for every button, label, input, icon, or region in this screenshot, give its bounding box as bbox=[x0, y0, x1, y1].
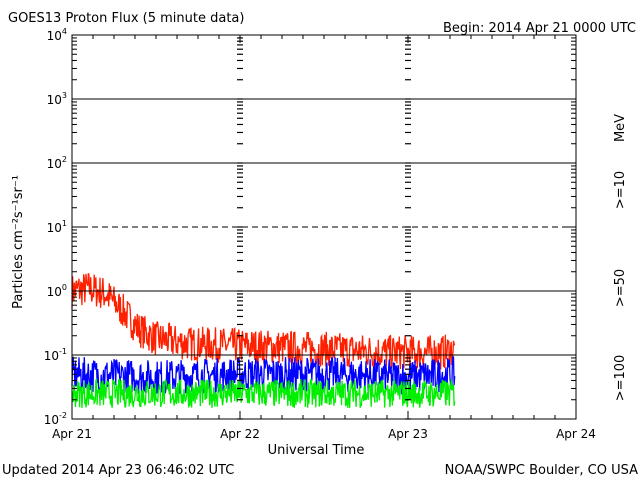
x-axis-label: Universal Time bbox=[268, 443, 365, 458]
plot-area: 10-2 10-1 100 101 102 103 104 Apr 21 Apr 22 Apr 2… bbox=[44, 27, 596, 441]
chart-title: GOES13 Proton Flux (5 minute data) bbox=[8, 11, 244, 26]
y-tick-label: 10-2 bbox=[44, 411, 67, 427]
x-tick-label: Apr 22 bbox=[220, 427, 260, 441]
y-tick-label: 10-1 bbox=[44, 347, 67, 363]
y-tick-label: 104 bbox=[47, 27, 67, 43]
plot-frame bbox=[71, 34, 577, 420]
legend-entry: >=10 bbox=[613, 171, 628, 209]
y-tick-label: 102 bbox=[47, 155, 67, 171]
series-line bbox=[71, 378, 456, 408]
series-line bbox=[71, 273, 456, 370]
y-axis-label: Particles cm⁻²s⁻¹sr⁻¹ bbox=[11, 175, 26, 309]
chart-subtitle: Begin: 2014 Apr 21 0000 UTC bbox=[443, 21, 636, 36]
footer-updated: Updated 2014 Apr 23 06:46:02 UTC bbox=[2, 463, 234, 478]
legend-entry: MeV bbox=[613, 114, 628, 142]
footer-credit: NOAA/SWPC Boulder, CO USA bbox=[445, 463, 638, 478]
y-tick-label: 101 bbox=[47, 219, 67, 235]
x-tick-label: Apr 24 bbox=[556, 427, 596, 441]
legend: >=10 >=50 >=100 MeV bbox=[613, 114, 628, 401]
y-tick-label: 100 bbox=[47, 283, 67, 299]
legend-entry: >=100 bbox=[613, 355, 628, 402]
x-tick-label: Apr 23 bbox=[388, 427, 428, 441]
legend-entry: >=50 bbox=[613, 269, 628, 307]
x-tick-label: Apr 21 bbox=[52, 427, 92, 441]
y-tick-label: 103 bbox=[47, 91, 67, 107]
